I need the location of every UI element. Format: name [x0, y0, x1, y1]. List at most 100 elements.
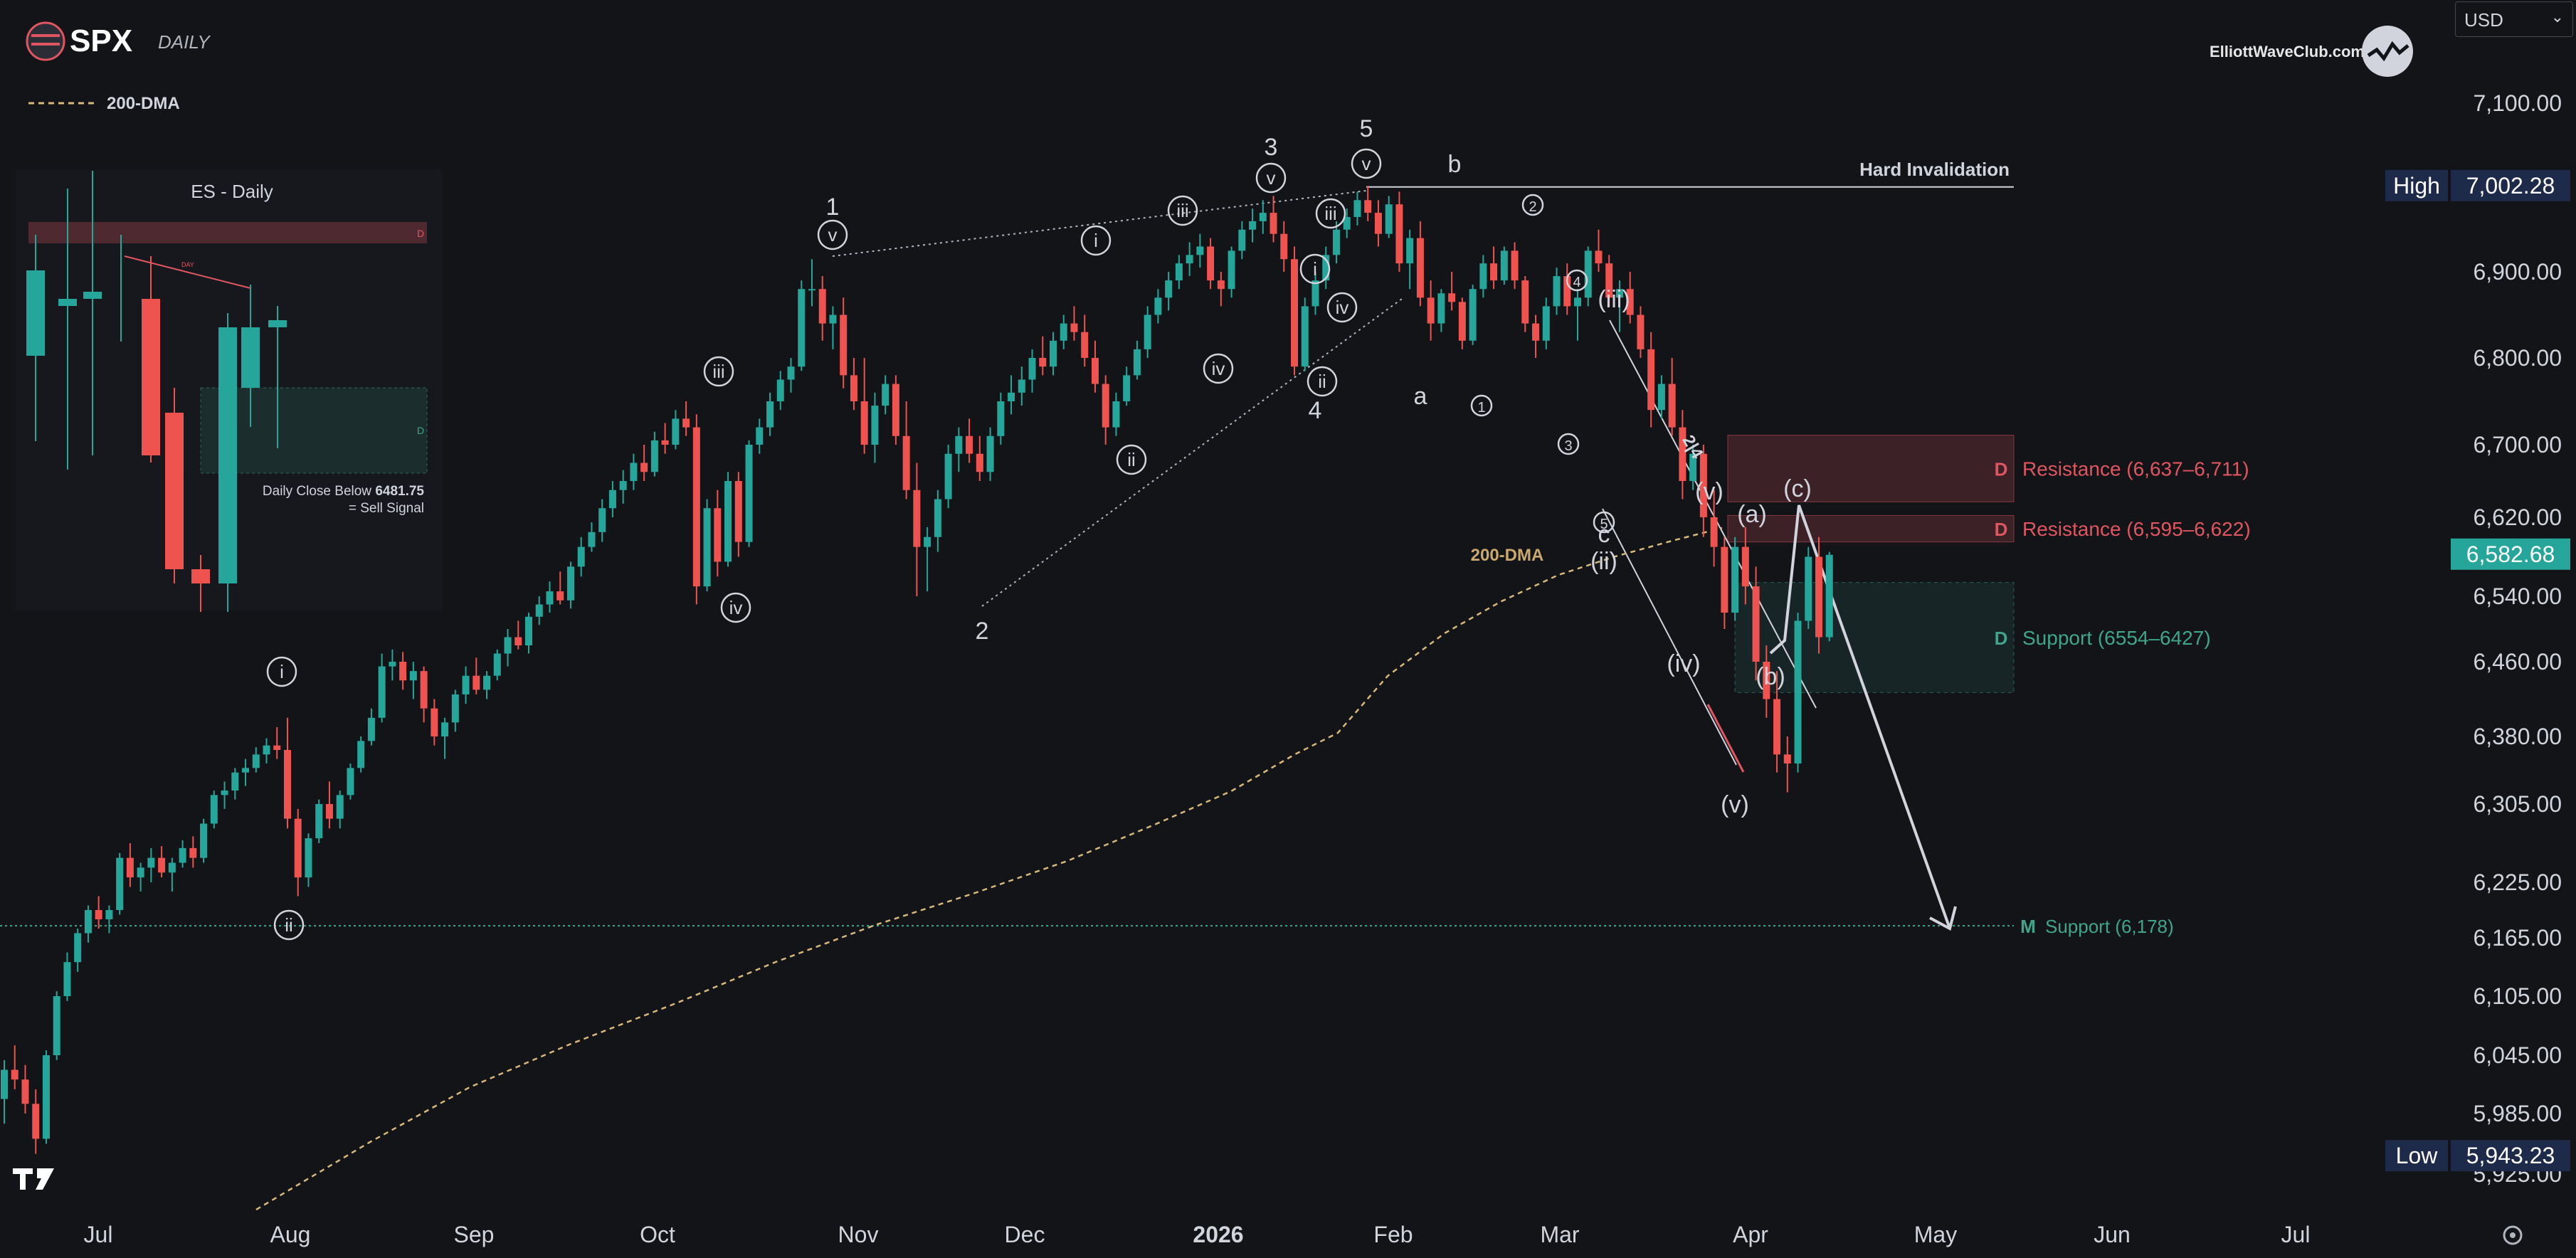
candle[interactable]	[200, 818, 208, 863]
candle[interactable]	[1332, 221, 1340, 264]
candle[interactable]	[924, 527, 931, 592]
candle[interactable]	[1584, 246, 1592, 307]
candle[interactable]	[829, 306, 837, 349]
candle[interactable]	[420, 666, 428, 723]
candle[interactable]	[1028, 349, 1036, 393]
candle[interactable]	[189, 836, 197, 868]
candle[interactable]	[1437, 289, 1445, 332]
candle[interactable]	[1374, 200, 1382, 247]
candle[interactable]	[210, 791, 218, 829]
candle[interactable]	[955, 427, 963, 472]
candle[interactable]	[566, 561, 574, 609]
candle[interactable]	[1490, 246, 1498, 290]
candle[interactable]	[672, 410, 680, 450]
candle[interactable]	[84, 905, 92, 943]
candle[interactable]	[1008, 375, 1015, 415]
candle[interactable]	[1458, 297, 1466, 349]
candle[interactable]	[357, 736, 365, 773]
candle[interactable]	[42, 1050, 50, 1144]
candle[interactable]	[242, 758, 250, 786]
candle[interactable]	[1238, 221, 1246, 260]
candle[interactable]	[1070, 306, 1078, 341]
candle[interactable]	[493, 649, 501, 681]
candle[interactable]	[11, 1045, 19, 1089]
candle[interactable]	[1144, 306, 1151, 358]
candle-layer[interactable]	[1, 186, 1833, 1154]
candle[interactable]	[1815, 536, 1823, 654]
candle[interactable]	[53, 991, 60, 1060]
candle[interactable]	[1741, 527, 1749, 605]
candle[interactable]	[1186, 242, 1193, 277]
candle[interactable]	[1626, 272, 1634, 324]
candle[interactable]	[74, 929, 82, 972]
candle[interactable]	[608, 481, 616, 517]
settings-gear-icon[interactable]	[2503, 1225, 2523, 1245]
candle[interactable]	[1699, 445, 1707, 537]
candle[interactable]	[1469, 285, 1477, 345]
candle[interactable]	[776, 371, 784, 411]
candle[interactable]	[1710, 490, 1718, 567]
candle[interactable]	[640, 445, 648, 481]
candle[interactable]	[1615, 280, 1623, 332]
candle[interactable]	[598, 499, 606, 542]
candle[interactable]	[1427, 280, 1435, 341]
candle[interactable]	[1175, 255, 1183, 290]
candle[interactable]	[840, 297, 848, 388]
candle[interactable]	[1050, 332, 1057, 376]
candle[interactable]	[1343, 208, 1351, 238]
candle[interactable]	[221, 781, 228, 809]
candle[interactable]	[986, 427, 994, 481]
candle[interactable]	[1416, 221, 1424, 307]
candle[interactable]	[168, 857, 176, 892]
candle[interactable]	[860, 358, 868, 454]
candle[interactable]	[882, 375, 890, 415]
candle[interactable]	[902, 401, 910, 500]
candle[interactable]	[818, 276, 826, 341]
candle[interactable]	[944, 445, 952, 509]
candle[interactable]	[473, 657, 480, 694]
candle[interactable]	[535, 596, 543, 625]
candle[interactable]	[703, 499, 711, 592]
candle[interactable]	[126, 843, 134, 887]
candle[interactable]	[336, 791, 344, 829]
candle[interactable]	[1311, 272, 1319, 315]
candle[interactable]	[1091, 340, 1099, 393]
candle[interactable]	[158, 846, 166, 878]
candle[interactable]	[1385, 196, 1393, 238]
candle[interactable]	[1479, 255, 1487, 298]
candle[interactable]	[1217, 272, 1225, 307]
candle[interactable]	[1196, 233, 1204, 268]
candle[interactable]	[766, 392, 774, 436]
candle[interactable]	[1752, 566, 1760, 681]
candle[interactable]	[650, 431, 658, 477]
candle[interactable]	[441, 717, 449, 759]
candle[interactable]	[1637, 306, 1645, 358]
candle[interactable]	[21, 1064, 29, 1114]
candle[interactable]	[1259, 200, 1267, 234]
candle[interactable]	[504, 629, 512, 667]
candle[interactable]	[1280, 221, 1288, 272]
candle[interactable]	[1763, 645, 1770, 718]
candle[interactable]	[95, 896, 102, 929]
candle[interactable]	[1500, 246, 1508, 285]
candle[interactable]	[1511, 242, 1519, 290]
candle[interactable]	[451, 689, 459, 732]
candle[interactable]	[1448, 272, 1456, 311]
candle[interactable]	[1112, 392, 1120, 436]
candle[interactable]	[1794, 613, 1802, 773]
candle[interactable]	[556, 571, 564, 605]
candle[interactable]	[1207, 238, 1215, 290]
candle[interactable]	[808, 259, 815, 307]
candle[interactable]	[1532, 314, 1540, 359]
candle[interactable]	[462, 666, 470, 704]
candle[interactable]	[692, 414, 700, 605]
candle[interactable]	[283, 717, 291, 829]
candle[interactable]	[1563, 263, 1571, 315]
candle[interactable]	[1165, 272, 1173, 311]
candle[interactable]	[1731, 536, 1739, 621]
candle[interactable]	[137, 862, 144, 892]
candle[interactable]	[409, 662, 417, 699]
candle[interactable]	[734, 472, 742, 557]
candle[interactable]	[1721, 536, 1728, 629]
